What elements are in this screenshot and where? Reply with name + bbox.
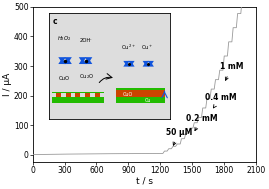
Text: 50 μM: 50 μM [165,128,192,145]
Text: 0.2 mM: 0.2 mM [186,114,217,131]
Text: 1 mM: 1 mM [220,62,243,80]
X-axis label: t / s: t / s [136,177,153,186]
Text: 0.4 mM: 0.4 mM [205,93,236,108]
Y-axis label: I / μA: I / μA [3,73,12,96]
